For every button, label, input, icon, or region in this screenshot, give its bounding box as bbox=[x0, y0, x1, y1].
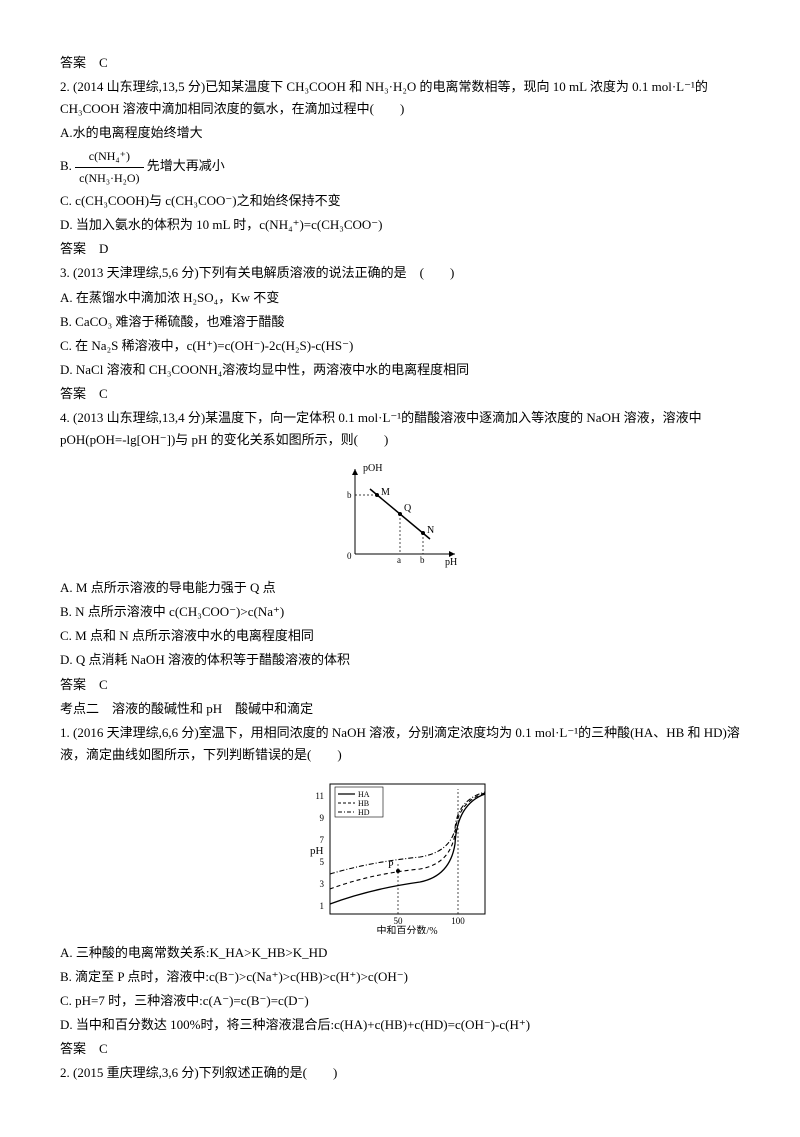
q3-optD: D. NaCl 溶液和 CH₃COONH₄溶液均显中性，两溶液中水的电离程度相同 bbox=[60, 359, 740, 381]
q5-xlabel: 中和百分数/% bbox=[376, 924, 437, 934]
q2-optC: C. c(CH₃COOH)与 c(CH₃COO⁻)之和始终保持不变 bbox=[60, 190, 740, 212]
q2-fraction: c(NH₄⁺) c(NH₃·H₂O) bbox=[75, 146, 143, 188]
q3-optB: B. CaCO₃ 难溶于稀硫酸，也难溶于醋酸 bbox=[60, 311, 740, 333]
q2-stem: 2. (2014 山东理综,13,5 分)已知某温度下 CH₃COOH 和 NH… bbox=[60, 76, 740, 120]
q2-optD: D. 当加入氨水的体积为 10 mL 时，c(NH₄⁺)=c(CH₃COO⁻) bbox=[60, 214, 740, 236]
q4-xlabel: pH bbox=[445, 557, 457, 568]
q4-optD: D. Q 点消耗 NaOH 溶液的体积等于醋酸溶液的体积 bbox=[60, 649, 740, 671]
topic-2: 考点二 溶液的酸碱性和 pH 酸碱中和滴定 bbox=[60, 698, 740, 720]
q2-frac-den: c(NH₃·H₂O) bbox=[75, 168, 143, 188]
q2-answer: 答案 D bbox=[60, 238, 740, 260]
q3-optA: A. 在蒸馏水中滴加浓 H₂SO₄，Kw 不变 bbox=[60, 287, 740, 309]
q4-optB: B. N 点所示溶液中 c(CH₃COO⁻)>c(Na⁺) bbox=[60, 601, 740, 623]
q5-y3: 3 bbox=[320, 879, 325, 889]
q5-y1: 1 bbox=[320, 901, 325, 911]
q5-stem: 1. (2016 天津理综,6,6 分)室温下，用相同浓度的 NaOH 溶液，分… bbox=[60, 722, 740, 766]
q5-optD: D. 当中和百分数达 100%时，将三种溶液混合后:c(HA)+c(HB)+c(… bbox=[60, 1014, 740, 1036]
q5-legend-HB: HB bbox=[358, 799, 369, 808]
q2-optB-suffix: 先增大再减小 bbox=[147, 158, 225, 173]
q4-answer: 答案 C bbox=[60, 674, 740, 696]
q4-optA: A. M 点所示溶液的导电能力强于 Q 点 bbox=[60, 577, 740, 599]
q4-origin: 0 bbox=[347, 551, 352, 561]
q5-x100: 100 bbox=[451, 916, 465, 926]
q5-y11: 11 bbox=[315, 791, 324, 801]
q5-optC: C. pH=7 时，三种溶液中:c(A⁻)=c(B⁻)=c(D⁻) bbox=[60, 990, 740, 1012]
q4-xtick-a: a bbox=[397, 555, 401, 565]
q5-ylabel: pH bbox=[310, 845, 324, 857]
q4-point-Q: Q bbox=[404, 503, 412, 514]
q5-optA: A. 三种酸的电离常数关系:K_HA>K_HB>K_HD bbox=[60, 942, 740, 964]
q4-point-M: M bbox=[381, 487, 390, 498]
q3-answer: 答案 C bbox=[60, 383, 740, 405]
q2-optA: A.水的电离程度始终增大 bbox=[60, 122, 740, 144]
q2-optB-prefix: B. bbox=[60, 158, 72, 173]
q5-y5: 5 bbox=[320, 857, 325, 867]
answer-1: 答案 C bbox=[60, 52, 740, 74]
q5-figure: pH 1 3 5 7 9 11 50 100 中和百分数/% P HA HB H… bbox=[60, 774, 740, 934]
q2-optB: B. c(NH₄⁺) c(NH₃·H₂O) 先增大再减小 bbox=[60, 146, 740, 188]
q5-legend-HA: HA bbox=[358, 790, 370, 799]
q3-optC: C. 在 Na₂S 稀溶液中，c(H⁺)=c(OH⁻)-2c(H₂S)-c(HS… bbox=[60, 335, 740, 357]
q6-stem: 2. (2015 重庆理综,3,6 分)下列叙述正确的是( ) bbox=[60, 1062, 740, 1084]
q3-stem: 3. (2013 天津理综,5,6 分)下列有关电解质溶液的说法正确的是 ( ) bbox=[60, 262, 740, 284]
q4-figure: pOH pH M Q N a b b 0 bbox=[60, 459, 740, 569]
q5-legend-HD: HD bbox=[358, 808, 370, 817]
q4-ytick-b: b bbox=[347, 490, 352, 500]
q4-stem: 4. (2013 山东理综,13,4 分)某温度下，向一定体积 0.1 mol·… bbox=[60, 407, 740, 451]
q4-xtick-b: b bbox=[420, 555, 425, 565]
q5-answer: 答案 C bbox=[60, 1038, 740, 1060]
q4-point-N: N bbox=[427, 525, 434, 536]
q4-ylabel: pOH bbox=[363, 463, 382, 474]
q5-x50: 50 bbox=[394, 916, 404, 926]
q2-frac-num: c(NH₄⁺) bbox=[75, 146, 143, 167]
q4-optC: C. M 点和 N 点所示溶液中水的电离程度相同 bbox=[60, 625, 740, 647]
q5-point-P: P bbox=[388, 860, 394, 871]
q5-y7: 7 bbox=[320, 835, 325, 845]
q5-optB: B. 滴定至 P 点时，溶液中:c(B⁻)>c(Na⁺)>c(HB)>c(H⁺)… bbox=[60, 966, 740, 988]
q5-y9: 9 bbox=[320, 813, 325, 823]
